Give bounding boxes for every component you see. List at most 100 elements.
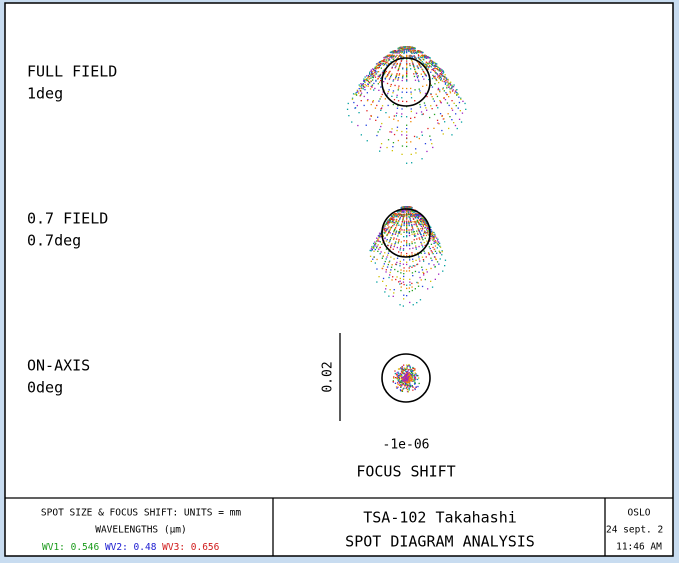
spot-dot <box>428 234 430 236</box>
spot-dot <box>401 381 403 383</box>
spot-dot <box>431 108 433 110</box>
spot-dot <box>393 245 395 248</box>
spot-dot <box>426 95 428 98</box>
spot-dot <box>397 69 399 72</box>
spot-dot <box>412 258 414 260</box>
spot-dot <box>379 63 381 66</box>
spot-dot <box>388 295 390 297</box>
spot-dot <box>373 247 375 249</box>
spot-dot <box>397 100 400 102</box>
spot-dot <box>373 89 375 91</box>
spot-dot <box>397 89 399 91</box>
spot-dot <box>369 73 371 75</box>
spot-dot <box>410 121 412 123</box>
spot-dot <box>401 389 403 392</box>
spot-dot <box>413 239 415 241</box>
spot-dot <box>400 385 402 387</box>
spot-dot <box>442 88 444 90</box>
spot-dot <box>406 223 408 225</box>
spot-dot <box>403 270 405 272</box>
spot-dot <box>424 104 426 107</box>
spot-dot <box>385 231 387 233</box>
spot-dot <box>415 58 417 60</box>
spot-dot <box>416 374 419 377</box>
spot-dot <box>402 278 405 280</box>
spot-dot <box>402 67 404 69</box>
spot-dot <box>397 233 399 235</box>
spot-dot <box>421 256 424 258</box>
spot-dot <box>405 375 408 377</box>
spot-dot <box>398 380 400 382</box>
spot-dot <box>371 249 373 251</box>
spot-dot <box>379 235 381 238</box>
spot-dot <box>377 71 380 73</box>
spot-dot <box>399 374 401 376</box>
spot-dot <box>410 374 412 376</box>
spot-dot <box>390 221 393 224</box>
spot-dot <box>386 64 388 66</box>
spot-dot <box>373 74 375 77</box>
airy-circle <box>381 57 431 107</box>
spot-dot <box>426 65 428 67</box>
spot-dot <box>439 251 441 254</box>
spot-dot <box>445 77 448 79</box>
spot-dot <box>395 219 397 221</box>
spot-dot <box>423 231 426 234</box>
spot-dot <box>429 59 431 61</box>
spot-dot <box>428 78 430 81</box>
spot-dot <box>374 241 376 243</box>
spot-dot <box>411 378 413 380</box>
spot-dot <box>406 221 408 223</box>
spot-dot <box>421 54 424 56</box>
spot-dot <box>411 252 413 254</box>
spot-dot <box>413 48 415 50</box>
spot-dot <box>358 84 360 86</box>
spot-dot <box>411 210 413 212</box>
spot-dot <box>392 219 394 222</box>
spot-dot <box>400 115 403 118</box>
spot-dot <box>397 376 400 379</box>
spot-dot <box>406 71 408 73</box>
spot-dot <box>404 376 406 378</box>
spot-dot <box>387 60 389 62</box>
spot-dot <box>429 57 431 59</box>
spot-dot <box>400 367 403 369</box>
spot-dot <box>384 56 386 58</box>
spot-dot <box>403 275 405 278</box>
spot-dot <box>423 63 425 65</box>
spot-dot <box>413 374 415 376</box>
spot-dot <box>428 229 430 231</box>
spot-dot <box>432 253 434 255</box>
spot-dot <box>377 83 379 85</box>
spot-dot <box>420 111 423 113</box>
spot-dot <box>415 112 418 114</box>
spot-dot <box>414 383 416 385</box>
spot-dot <box>395 60 397 62</box>
spot-dot <box>395 65 397 67</box>
spot-dot <box>398 251 400 253</box>
spot-dot <box>431 143 433 145</box>
spot-dot <box>449 116 451 118</box>
spot-dot <box>425 221 427 223</box>
spot-dot <box>360 100 362 102</box>
spot-dot <box>449 82 451 85</box>
spot-dot <box>406 240 408 242</box>
spot-dot <box>431 63 433 66</box>
spot-dot <box>430 93 432 96</box>
spot-dot <box>398 374 400 377</box>
spot-dot <box>399 384 401 386</box>
spot-dot <box>403 222 405 224</box>
spot-dot <box>382 62 384 64</box>
spot-dot <box>408 382 410 384</box>
spot-dot <box>395 225 398 227</box>
spot-dot <box>371 86 373 88</box>
spot-dot <box>411 376 414 378</box>
spot-dot <box>365 85 367 87</box>
spot-dot <box>396 94 398 96</box>
spot-dot <box>429 60 432 62</box>
spot-dot <box>432 146 434 149</box>
spot-dot <box>442 133 444 135</box>
spot-dot <box>391 57 393 59</box>
spot-dot <box>430 226 432 228</box>
spot-dot <box>406 63 408 65</box>
